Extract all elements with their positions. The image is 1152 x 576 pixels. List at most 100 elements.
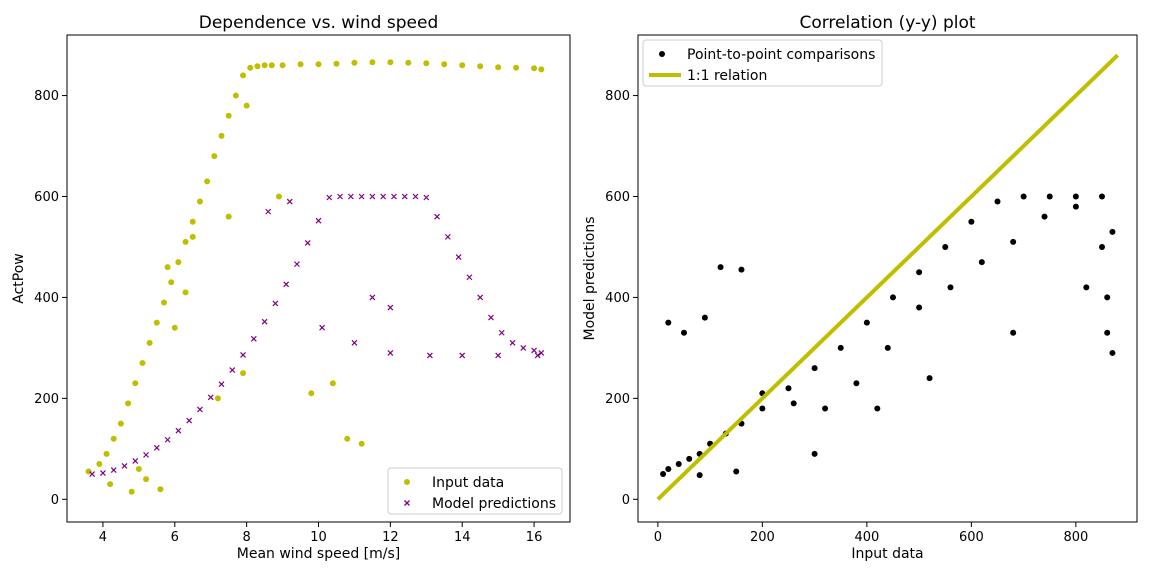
y-tick-label: 800 [34, 89, 59, 104]
data-point-input-data [196, 198, 203, 205]
data-point-input-data [247, 64, 254, 71]
x-tick-label: 0 [654, 530, 662, 545]
data-point-input-data [110, 435, 117, 442]
data-point-input-data [232, 92, 239, 99]
data-point-comparison [811, 450, 818, 457]
data-point-comparison [1104, 329, 1111, 336]
data-point-model-predictions [132, 458, 139, 464]
series-line-one-to-one [656, 53, 1120, 501]
data-point-model-predictions [207, 394, 214, 401]
ticks-correlation: 0 200 400 600 800 0 200 400 600 800 [605, 89, 1088, 545]
data-point-input-data [513, 64, 520, 71]
data-point-model-predictions [498, 329, 505, 336]
data-point-comparison [1046, 193, 1053, 200]
chart-wind-speed: 4 6 8 10 12 14 16 0 200 400 600 800 Dependence vs. … [11, 13, 571, 562]
data-point-model-predictions [261, 318, 268, 325]
data-point-model-predictions [380, 193, 387, 200]
y-axis-label-correlation: Model predictions [582, 216, 598, 340]
data-point-model-predictions [466, 274, 473, 281]
data-point-model-predictions [401, 193, 408, 200]
data-point-input-data [214, 395, 221, 402]
y-axis-label-wind-speed: ActPow [11, 253, 27, 303]
data-point-input-data [204, 178, 211, 185]
data-point-model-predictions [538, 350, 545, 356]
data-point-input-data [211, 153, 218, 160]
data-point-model-predictions [477, 294, 484, 301]
data-point-input-data [315, 61, 322, 68]
data-point-comparison [968, 218, 975, 225]
data-point-input-data [531, 65, 538, 72]
data-point-comparison [1072, 193, 1079, 200]
data-point-input-data [279, 62, 286, 69]
data-point-model-predictions [391, 193, 397, 200]
data-point-model-predictions [304, 239, 311, 246]
x-tick-label: 8 [243, 530, 251, 545]
legend-label-input-data: Input data [432, 475, 504, 491]
data-point-model-predictions [495, 352, 502, 359]
data-point-comparison [790, 400, 797, 407]
data-point-model-predictions [459, 352, 466, 359]
y-tick-label: 200 [605, 392, 630, 407]
data-point-model-predictions [434, 213, 440, 220]
data-layer-wind-speed [85, 59, 545, 495]
data-point-comparison [785, 385, 792, 392]
data-point-input-data [369, 59, 376, 66]
data-point-input-data [275, 193, 282, 200]
data-point-input-data [161, 299, 168, 306]
x-axis-label-wind-speed: Mean wind speed [m/s] [237, 546, 400, 562]
data-point-model-predictions [387, 350, 394, 356]
data-point-comparison [1072, 203, 1079, 210]
data-point-input-data [139, 360, 146, 367]
data-point-input-data [146, 339, 153, 346]
data-point-input-data [168, 279, 175, 286]
data-point-model-predictions [347, 193, 354, 200]
data-point-input-data [225, 112, 232, 119]
data-point-model-predictions [358, 193, 365, 200]
y-tick-label: 0 [51, 493, 59, 508]
legend-label-model-predictions: Model predictions [432, 496, 556, 512]
data-point-comparison [1098, 243, 1105, 250]
data-point-comparison [811, 365, 818, 372]
data-point-comparison [884, 344, 891, 351]
data-point-comparison [675, 460, 682, 467]
plot-area-correlation [637, 34, 1138, 523]
data-point-model-predictions [153, 444, 160, 451]
data-point-comparison [947, 284, 954, 291]
data-point-model-predictions [229, 367, 236, 374]
data-point-input-data [96, 460, 103, 467]
data-point-model-predictions [369, 193, 376, 200]
data-point-input-data [254, 63, 261, 70]
data-point-input-data [107, 481, 114, 488]
data-point-model-predictions [218, 381, 225, 388]
data-point-input-data [308, 390, 315, 397]
data-point-input-data [189, 218, 196, 225]
data-point-comparison [1041, 213, 1048, 220]
data-point-model-predictions [423, 194, 430, 201]
data-point-model-predictions [283, 281, 290, 288]
data-point-comparison [874, 405, 881, 412]
data-point-comparison [889, 294, 896, 301]
data-point-comparison [738, 266, 745, 273]
data-point-model-predictions [426, 352, 433, 359]
data-point-model-predictions [143, 451, 149, 458]
data-point-input-data [329, 380, 336, 387]
data-point-comparison [863, 319, 870, 326]
data-point-model-predictions [197, 406, 203, 413]
legend-correlation: Point-to-point comparisons 1:1 relation [642, 39, 883, 87]
data-point-model-predictions [164, 436, 171, 443]
data-point-model-predictions [100, 470, 106, 476]
y-tick-label: 600 [34, 190, 59, 205]
y-tick-label: 200 [34, 392, 59, 407]
data-point-comparison [1083, 284, 1090, 291]
data-point-input-data [171, 324, 178, 331]
x-tick-label: 800 [1063, 530, 1088, 545]
data-point-comparison [701, 314, 708, 321]
data-point-model-predictions [509, 339, 516, 346]
data-point-comparison [822, 405, 829, 412]
data-layer-correlation [656, 53, 1120, 501]
data-point-model-predictions [531, 347, 537, 354]
chart-correlation: 0 200 400 600 800 0 200 400 600 800 Correlation (… [582, 13, 1138, 562]
x-tick-label: 600 [959, 530, 984, 545]
data-point-comparison [665, 466, 672, 473]
data-point-model-predictions [240, 352, 246, 358]
